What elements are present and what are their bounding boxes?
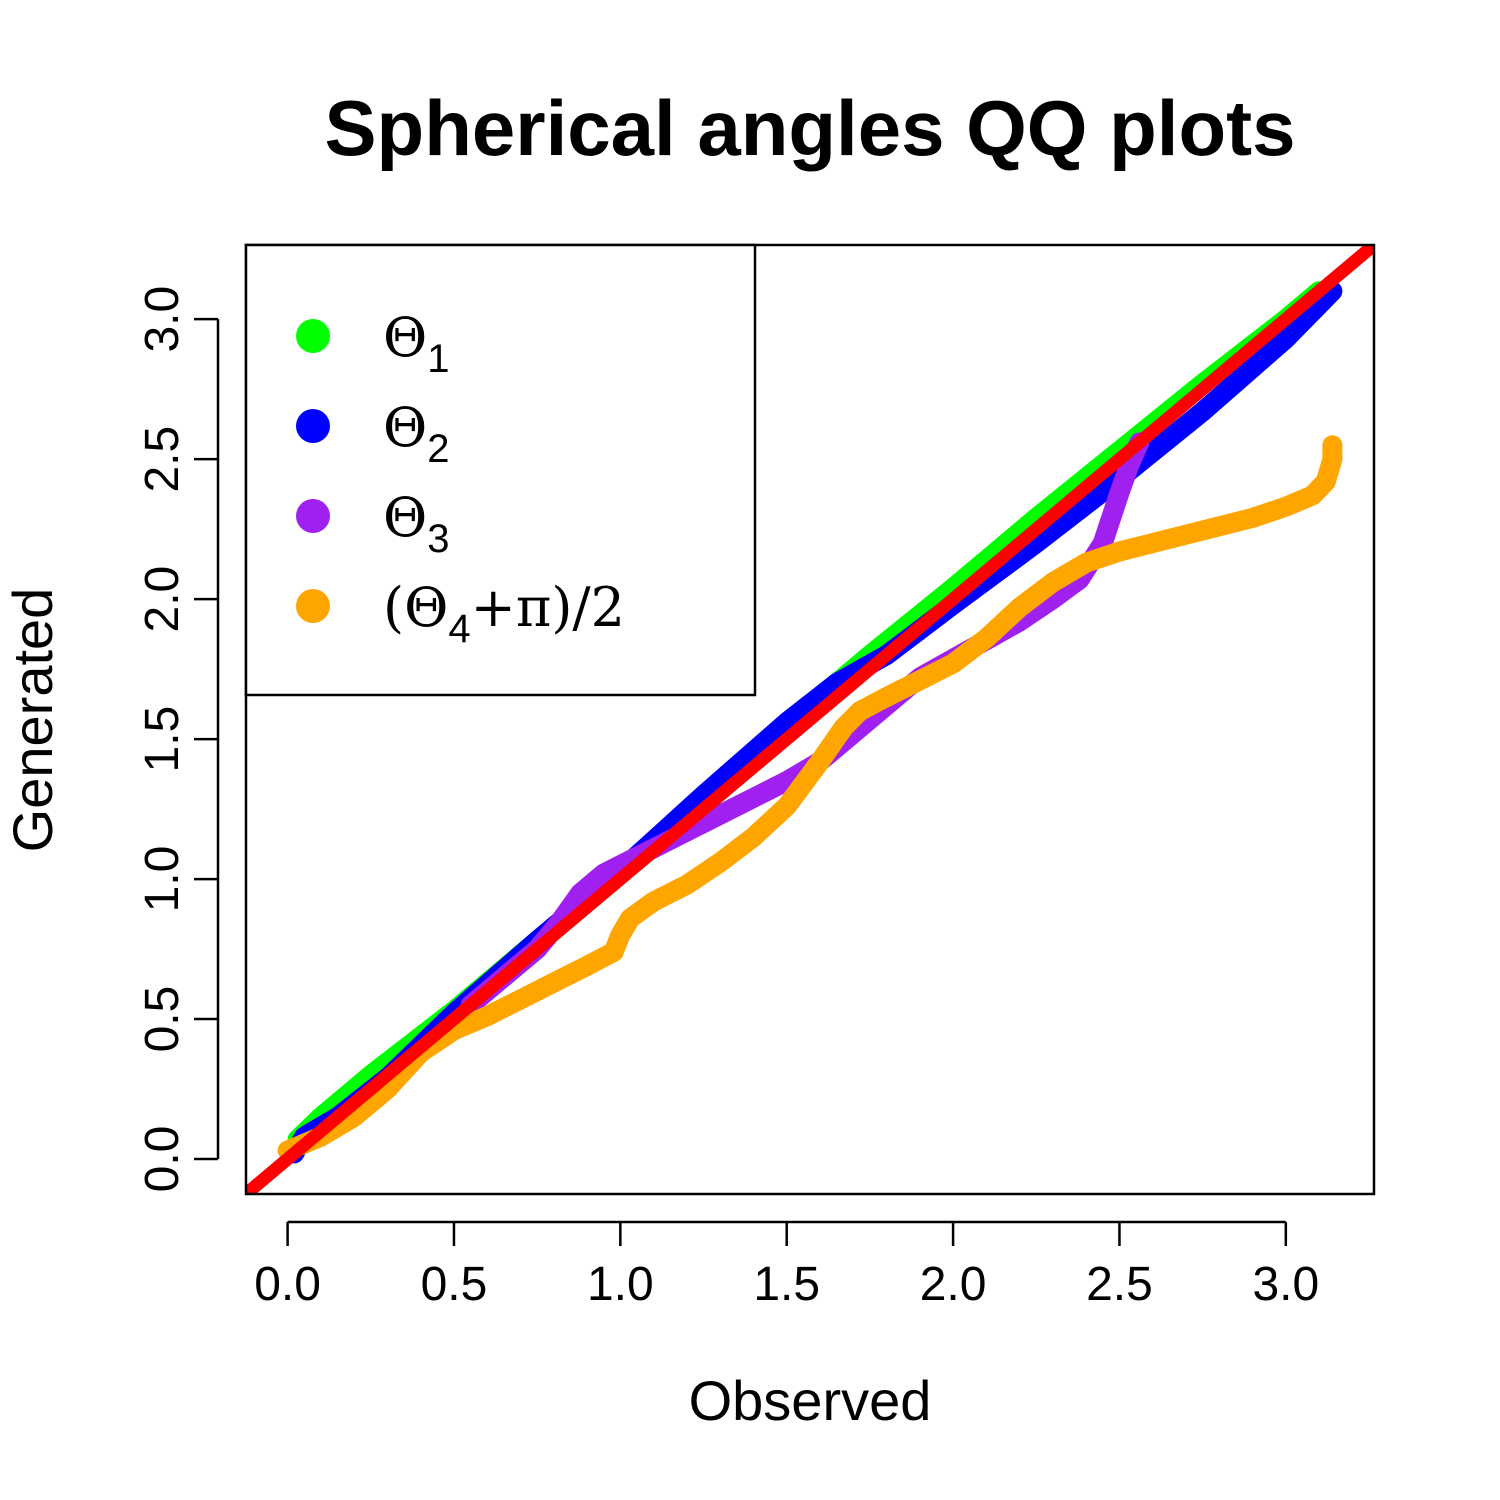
x-axis-label: Observed (689, 1369, 932, 1432)
y-tick-label: 2.0 (136, 566, 189, 633)
legend-box (244, 243, 757, 697)
y-tick-label: 1.0 (136, 846, 189, 913)
series-line-4 (277, 435, 1343, 1161)
x-tick-label: 0.0 (254, 1258, 321, 1311)
x-tick-label: 2.0 (920, 1258, 987, 1311)
chart-title: Spherical angles QQ plots (325, 84, 1296, 172)
legend-label-1: Θ1 (383, 306, 450, 381)
x-tick-label: 1.0 (587, 1258, 654, 1311)
y-tick-label: 3.0 (136, 286, 189, 353)
y-tick-label: 2.5 (136, 426, 189, 493)
legend-label-2: Θ2 (383, 396, 450, 471)
y-tick-label: 0.5 (136, 986, 189, 1053)
legend-label-4: (Θ4+π)/2 (383, 576, 625, 651)
x-tick-label: 1.5 (753, 1258, 820, 1311)
legend-swatch-1 (296, 319, 330, 353)
y-axis-label: Generated (1, 588, 64, 853)
legend-swatch-3 (296, 499, 330, 533)
x-tick-label: 2.5 (1086, 1258, 1153, 1311)
x-tick-label: 3.0 (1252, 1258, 1319, 1311)
x-tick-label: 0.5 (421, 1258, 488, 1311)
legend-swatch-4 (296, 589, 330, 623)
plot-frame (244, 243, 1376, 1196)
y-tick-label: 0.0 (136, 1126, 189, 1193)
y-tick-label: 1.5 (136, 706, 189, 773)
legend-label-3: Θ3 (383, 486, 450, 561)
series-line-identity (246, 245, 1374, 1194)
legend-swatch-2 (296, 409, 330, 443)
legend: Θ1 Θ2 Θ3 (Θ4+π)/2 (244, 243, 757, 697)
axes-layer: 0.0 0.5 1.0 1.5 2.0 2.5 3.0 0.0 0.5 1.0 1.5 2.0 2.5 3… (136, 243, 1376, 1311)
series-layer (246, 245, 1374, 1194)
